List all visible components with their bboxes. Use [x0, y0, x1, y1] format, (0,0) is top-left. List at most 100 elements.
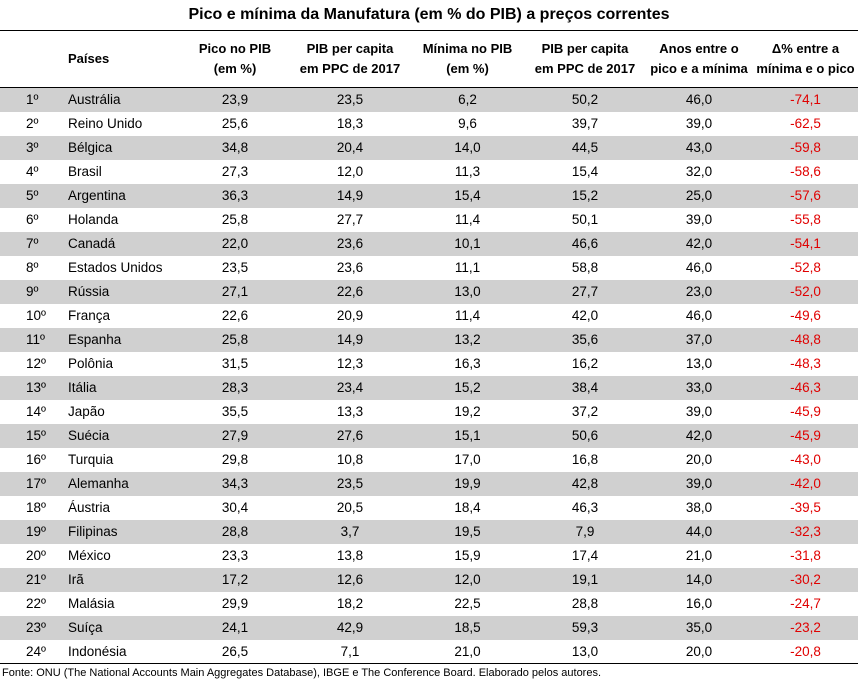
- cell-minima: 22,5: [454, 596, 481, 611]
- cell-pico: 36,3: [221, 188, 249, 203]
- cell-pib-pico: 10,8: [336, 452, 364, 467]
- table-row: 23º Suíça 24,1 42,9 18,5 59,3 35,0 -23,2: [0, 615, 858, 640]
- cell-pib-pico: 23,6: [336, 236, 364, 251]
- table-row: 18º Áustria 30,4 20,5 18,4 46,3 38,0 -39,5: [0, 495, 858, 520]
- cell-pib-pico: 14,9: [336, 188, 364, 203]
- cell-minima: 12,0: [454, 572, 481, 587]
- cell-pib-minima: 50,1: [571, 212, 599, 227]
- cell-pico: 34,3: [221, 476, 249, 491]
- cell-minima: 21,0: [454, 643, 481, 659]
- cell-pib-minima: 28,8: [571, 596, 599, 611]
- cell-delta: -55,8: [790, 212, 821, 227]
- cell-delta: -45,9: [790, 404, 821, 419]
- cell-anos: 21,0: [685, 548, 713, 563]
- cell-pico: 23,9: [221, 92, 249, 108]
- cell-anos: 20,0: [685, 643, 713, 659]
- cell-pais: Suécia: [68, 428, 110, 443]
- cell-minima: 15,9: [454, 548, 481, 563]
- cell-delta: -58,6: [790, 164, 821, 179]
- cell-pib-minima: 37,2: [571, 404, 599, 419]
- cell-anos: 32,0: [685, 164, 713, 179]
- cell-pico: 27,1: [221, 284, 249, 299]
- cell-pib-minima: 15,2: [571, 188, 599, 203]
- cell-delta: -49,6: [790, 308, 821, 323]
- cell-pib-pico: 23,6: [336, 260, 364, 275]
- table-row: 13º Itália 28,3 23,4 15,2 38,4 33,0 -46,3: [0, 375, 858, 400]
- cell-anos: 33,0: [685, 380, 713, 395]
- header-pib-pico: PIB per capita em PPC de 2017: [299, 41, 401, 76]
- table-row: 22º Malásia 29,9 18,2 22,5 28,8 16,0 -24,7: [0, 591, 858, 616]
- cell-delta: -59,8: [790, 140, 821, 155]
- cell-pico: 22,0: [221, 236, 249, 251]
- cell-pico: 35,5: [221, 404, 249, 419]
- cell-pais: Argentina: [68, 188, 126, 203]
- cell-pais: Canadá: [68, 236, 116, 251]
- cell-anos: 43,0: [685, 140, 713, 155]
- cell-pais: Brasil: [68, 164, 102, 179]
- cell-anos: 42,0: [685, 428, 713, 443]
- cell-anos: 39,0: [685, 212, 713, 227]
- cell-pib-minima: 50,2: [571, 92, 599, 108]
- table-row: 7º Canadá 22,0 23,6 10,1 46,6 42,0 -54,1: [0, 231, 858, 256]
- cell-pib-pico: 23,5: [336, 476, 364, 491]
- cell-pais: Alemanha: [68, 476, 129, 491]
- cell-pais: Malásia: [68, 596, 115, 611]
- cell-pib-pico: 12,0: [336, 164, 364, 179]
- cell-pib-minima: 7,9: [575, 524, 595, 539]
- cell-pais: México: [68, 548, 111, 563]
- cell-minima: 15,4: [454, 188, 481, 203]
- cell-pib-minima: 19,1: [571, 572, 599, 587]
- table-row: 8º Estados Unidos 23,5 23,6 11,1 58,8 46,0 -52,…: [0, 255, 858, 280]
- cell-pais: Polônia: [68, 356, 114, 371]
- cell-minima: 19,5: [454, 524, 481, 539]
- header-pico: Pico no PIB (em %): [198, 41, 272, 76]
- cell-minima: 17,0: [454, 452, 481, 467]
- cell-pib-pico: 13,8: [336, 548, 364, 563]
- cell-anos: 39,0: [685, 476, 713, 491]
- manufacturing-table: Países Pico no PIB (em %) PIB per capita e…: [0, 30, 858, 664]
- cell-pib-minima: 59,3: [571, 620, 599, 635]
- cell-pib-pico: 22,6: [336, 284, 364, 299]
- header-delta: Δ% entre a mínima e o pico: [756, 41, 855, 76]
- source-note: Fonte: ONU (The National Accounts Main A…: [2, 667, 602, 679]
- cell-anos: 46,0: [685, 260, 713, 275]
- cell-pais: Itália: [68, 380, 97, 395]
- cell-pib-minima: 58,8: [571, 260, 599, 275]
- cell-delta: -54,1: [790, 236, 821, 251]
- cell-pib-minima: 42,8: [571, 476, 599, 491]
- cell-pib-minima: 16,2: [571, 356, 599, 371]
- cell-pais: Filipinas: [68, 524, 118, 539]
- header-anos: Anos entre o pico e a mínima: [650, 41, 748, 76]
- cell-pib-minima: 50,6: [571, 428, 599, 443]
- cell-pico: 25,8: [221, 332, 249, 347]
- cell-pib-minima: 38,4: [571, 380, 599, 395]
- cell-pib-minima: 15,4: [571, 164, 599, 179]
- table-row: 20º México 23,3 13,8 15,9 17,4 21,0 -31,8: [0, 543, 858, 568]
- cell-pico: 27,9: [221, 428, 249, 443]
- cell-pib-pico: 13,3: [336, 404, 364, 419]
- cell-anos: 16,0: [685, 596, 713, 611]
- cell-pib-minima: 44,5: [571, 140, 599, 155]
- cell-anos: 20,0: [685, 452, 713, 467]
- header-minima: Mínima no PIB (em %): [422, 41, 513, 76]
- cell-minima: 15,1: [454, 428, 481, 443]
- cell-pais: Bélgica: [68, 140, 113, 155]
- cell-pico: 17,2: [221, 572, 249, 587]
- cell-pib-pico: 14,9: [336, 332, 364, 347]
- cell-anos: 25,0: [685, 188, 713, 203]
- cell-pib-minima: 46,6: [571, 236, 599, 251]
- cell-delta: -48,3: [790, 356, 821, 371]
- cell-minima: 14,0: [454, 140, 481, 155]
- cell-delta: -24,7: [790, 596, 821, 611]
- cell-pais: Indonésia: [68, 643, 127, 659]
- cell-pais: Turquia: [68, 452, 114, 467]
- cell-pib-minima: 16,8: [571, 452, 599, 467]
- cell-pib-pico: 42,9: [336, 620, 364, 635]
- cell-pico: 29,9: [221, 596, 249, 611]
- cell-delta: -30,2: [790, 572, 821, 587]
- table-row: 6º Holanda 25,8 27,7 11,4 50,1 39,0 -55,8: [0, 207, 858, 232]
- cell-minima: 13,2: [454, 332, 481, 347]
- cell-pais: Suíça: [68, 620, 103, 635]
- cell-pico: 28,8: [221, 524, 249, 539]
- cell-pib-minima: 27,7: [571, 284, 599, 299]
